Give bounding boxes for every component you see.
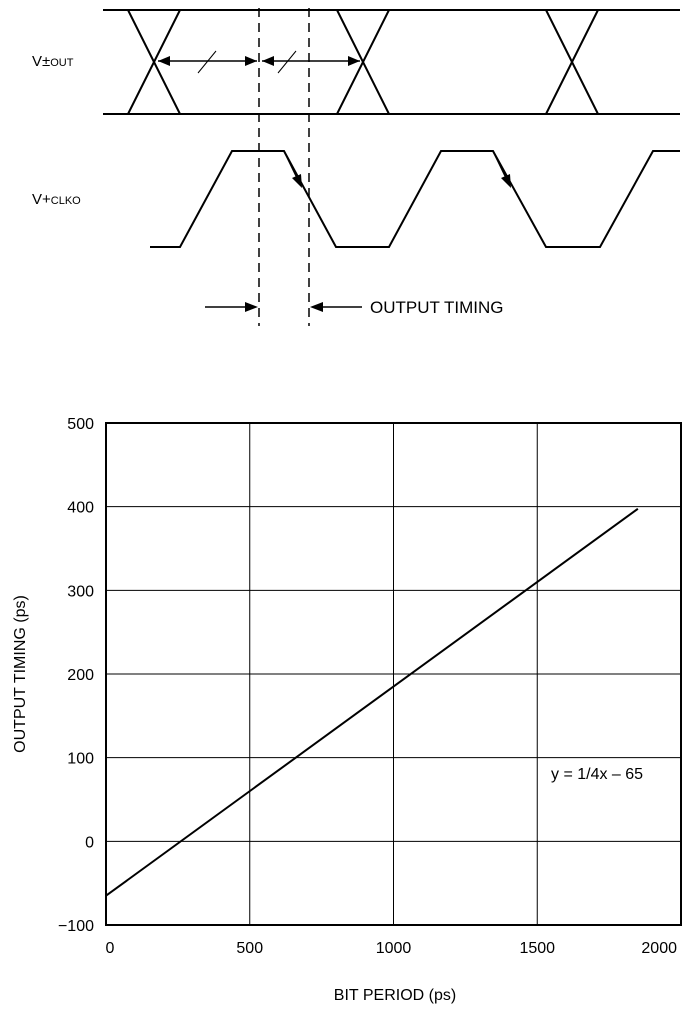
slash-mark-left — [197, 50, 217, 74]
y-tick-label: 300 — [67, 583, 94, 600]
clock-signal-label: V+CLKO — [32, 191, 81, 208]
eye-crossing-3 — [545, 9, 599, 115]
y-axis-label: OUTPUT TIMING (ps) — [12, 595, 29, 753]
eye-crossing-1 — [127, 9, 181, 115]
y-tick-label: 100 — [67, 751, 94, 768]
plot-area-frame — [105, 422, 682, 926]
x-tick-label: 1500 — [519, 940, 555, 957]
data-signal-label: V±OUT — [32, 53, 74, 70]
half-period-arrows — [158, 50, 360, 74]
timing-diagram — [103, 8, 680, 326]
clock-edge-arrows — [283, 150, 511, 188]
y-tick-label: 0 — [85, 834, 94, 851]
x-axis-label: BIT PERIOD (ps) — [334, 987, 456, 1004]
slash-mark-right — [277, 50, 297, 74]
arrowhead-right-end — [348, 56, 360, 66]
arrowhead-right-start — [262, 56, 274, 66]
y-tick-labels: −100 0 100 200 300 400 500 — [58, 416, 94, 935]
x-tick-label: 0 — [106, 940, 115, 957]
series-line — [105, 507, 639, 897]
data-eye-pattern — [103, 9, 680, 115]
arrowhead-left-end — [245, 56, 257, 66]
x-tick-label: 500 — [236, 940, 263, 957]
x-tick-labels: 0 500 1000 1500 2000 — [106, 940, 678, 957]
y-tick-label: −100 — [58, 918, 94, 935]
chart-grid — [106, 423, 681, 925]
clock-waveform — [150, 150, 680, 248]
output-timing-chart: 0 500 1000 1500 2000 −100 0 100 200 300 400 500 y … — [12, 416, 682, 1004]
x-tick-label: 2000 — [641, 940, 677, 957]
eye-crossing-2 — [336, 9, 390, 115]
output-timing-label: OUTPUT TIMING — [370, 298, 504, 317]
y-tick-label: 200 — [67, 667, 94, 684]
equation-annotation: y = 1/4x – 65 — [551, 766, 643, 783]
y-tick-label: 400 — [67, 500, 94, 517]
arrowhead-left-start — [158, 56, 170, 66]
y-tick-label: 500 — [67, 416, 94, 433]
chart-series — [105, 507, 639, 897]
x-tick-label: 1000 — [376, 940, 412, 957]
